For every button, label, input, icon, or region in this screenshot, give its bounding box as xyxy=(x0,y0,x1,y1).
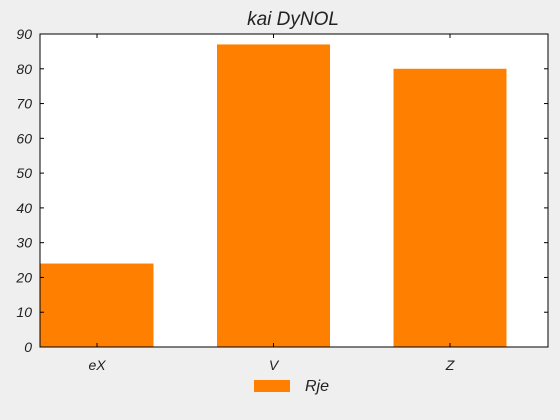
legend-label: Rje xyxy=(305,378,329,395)
y-tick-label: 40 xyxy=(16,200,32,216)
y-tick-label: 0 xyxy=(24,339,32,355)
legend-swatch xyxy=(254,380,290,392)
y-tick-label: 60 xyxy=(16,130,32,146)
legend: Rje xyxy=(254,378,329,395)
y-tick-label: 20 xyxy=(15,269,32,285)
y-tick-label: 30 xyxy=(16,235,32,251)
ticks-group: eX V Z 0 10 20 30 40 50 60 70 80 90 xyxy=(15,26,548,373)
bar-V xyxy=(217,44,330,347)
chart-title: kai DyNOL xyxy=(247,9,339,30)
y-tick-label: 90 xyxy=(16,26,32,42)
y-tick-label: 70 xyxy=(16,96,32,112)
bar-Z xyxy=(393,68,507,348)
y-tick-label: 10 xyxy=(16,304,32,320)
y-tick-label: 50 xyxy=(16,165,32,181)
x-tick-label: Z xyxy=(445,357,455,373)
bars-group xyxy=(40,44,507,348)
x-tick-label: V xyxy=(269,357,280,373)
y-tick-label: 80 xyxy=(16,61,32,77)
x-tick-label: eX xyxy=(88,357,106,373)
plot-frame xyxy=(39,33,549,348)
bar-eX xyxy=(40,263,154,347)
